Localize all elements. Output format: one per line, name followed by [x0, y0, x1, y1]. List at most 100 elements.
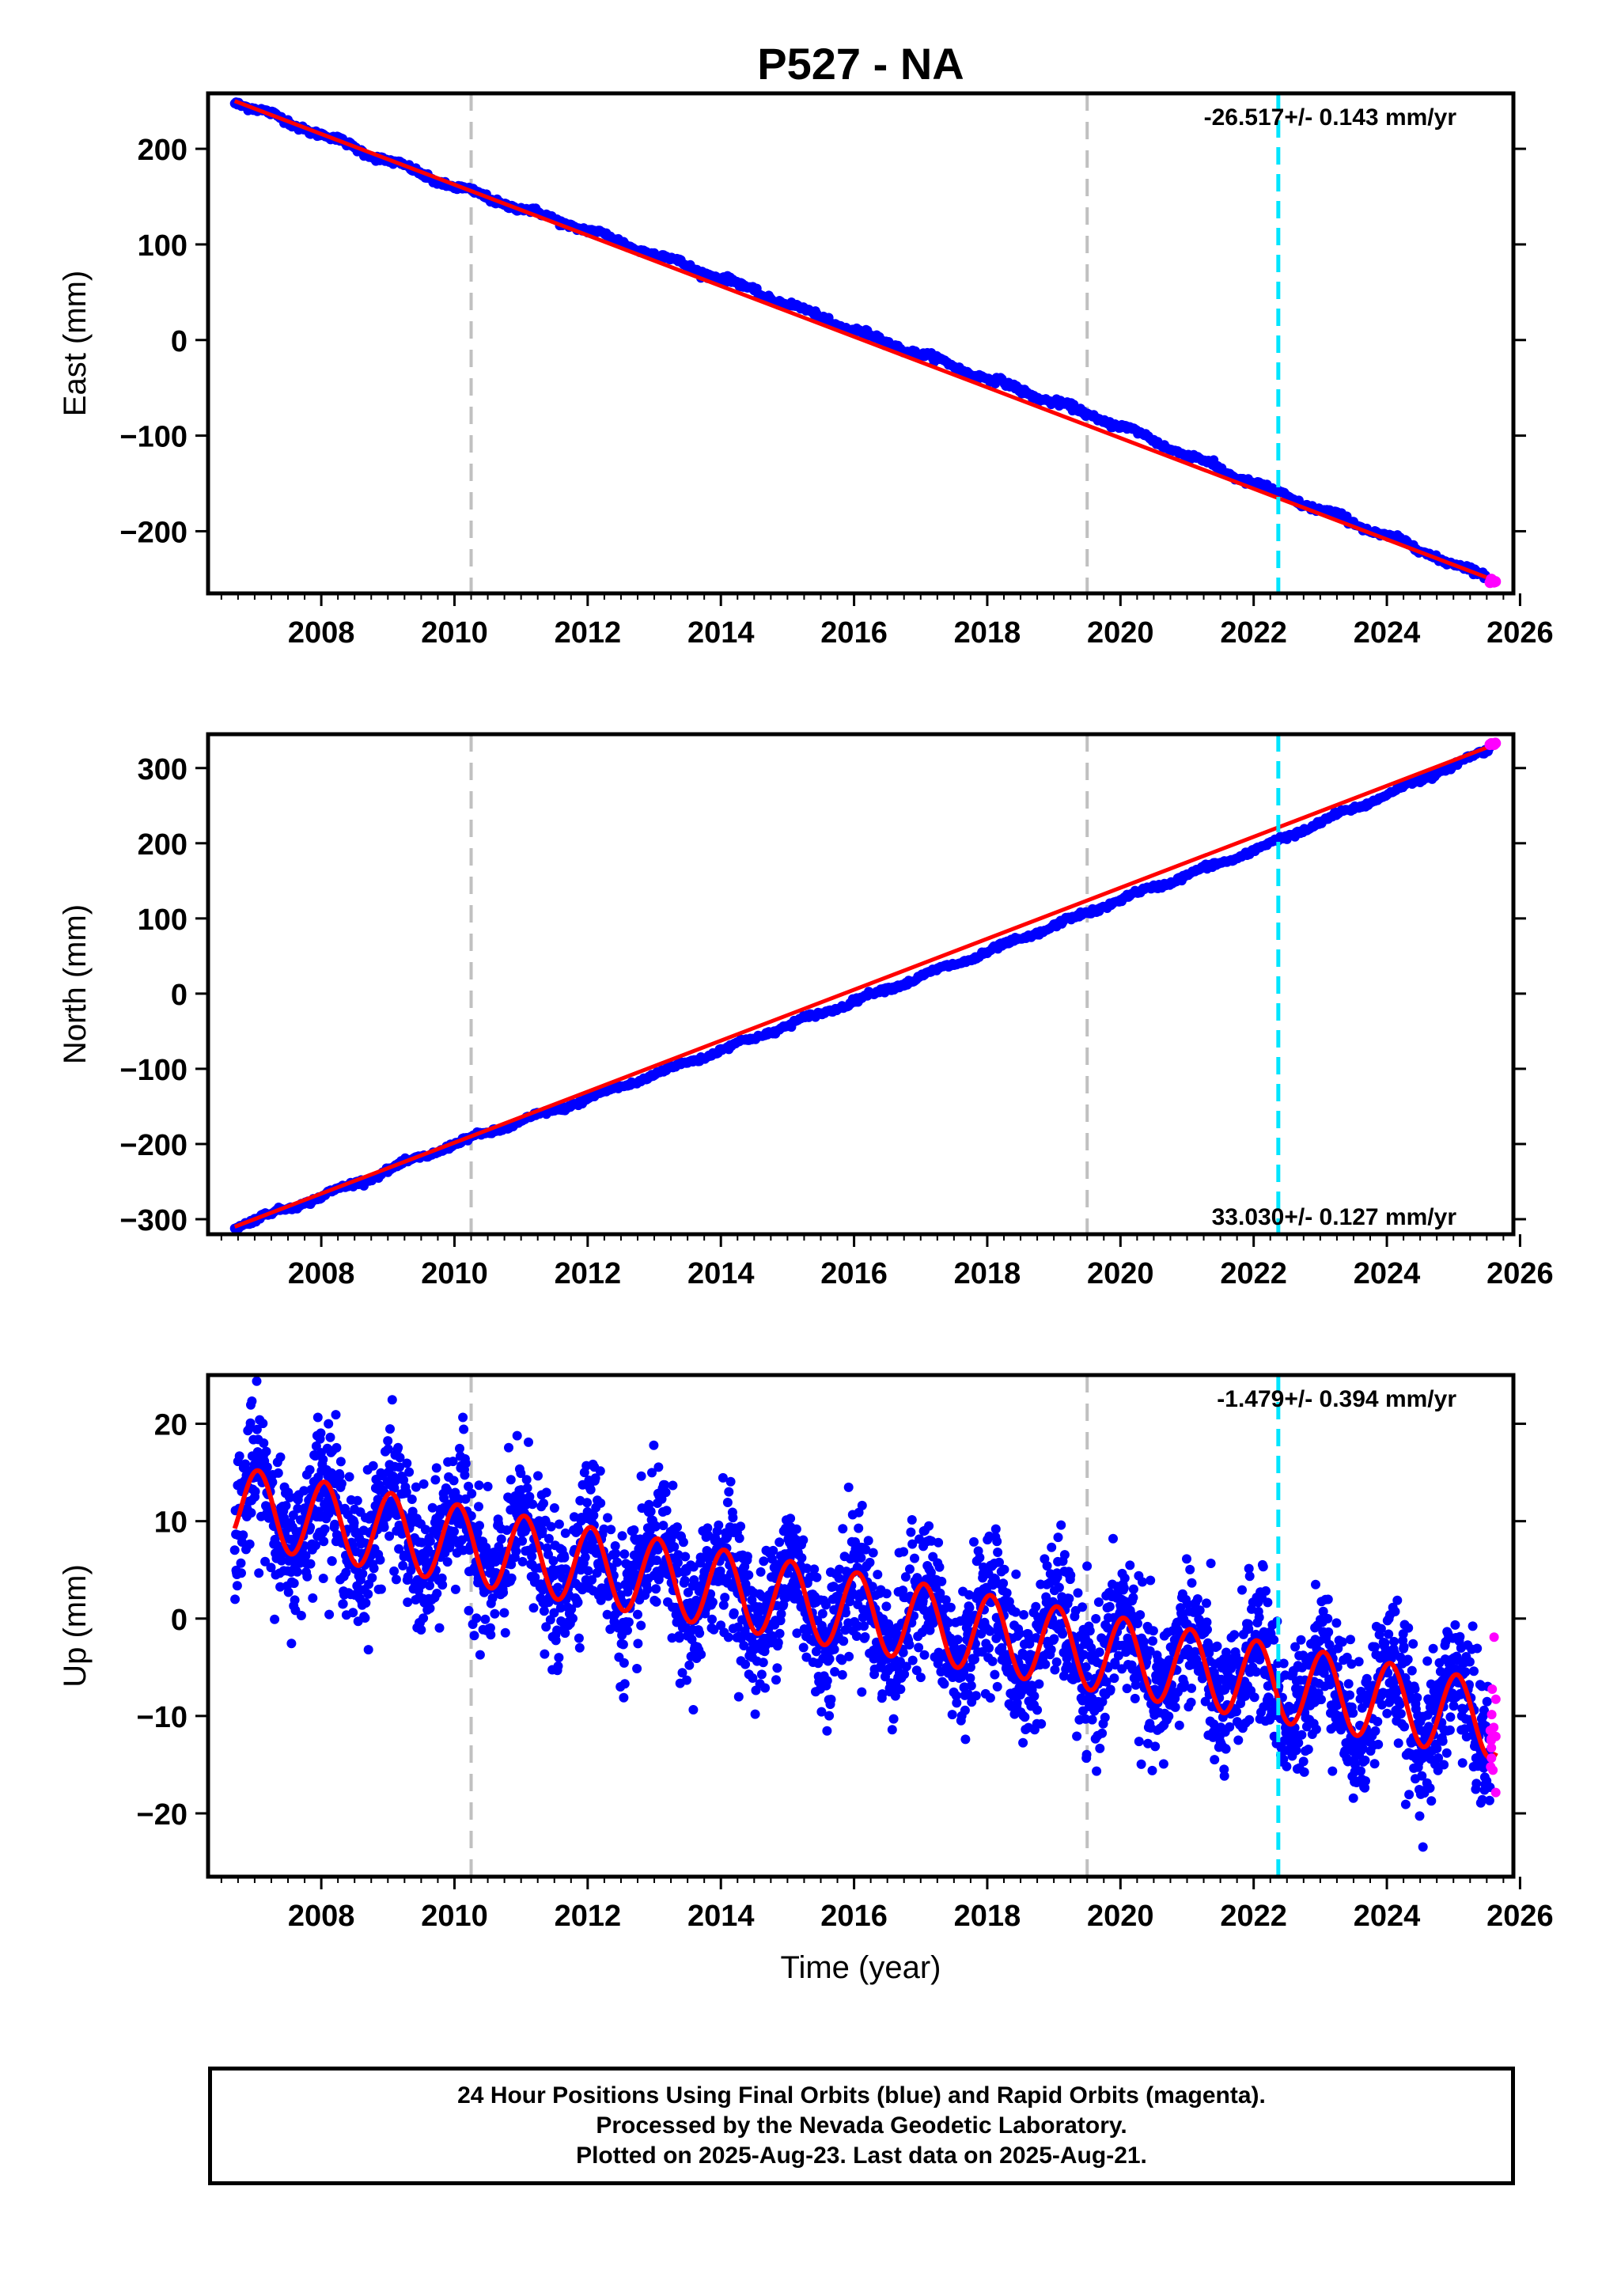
- up-final-point: [952, 1698, 962, 1708]
- up-final-point: [960, 1705, 970, 1715]
- up-final-point: [420, 1525, 430, 1535]
- up-final-point: [1133, 1619, 1142, 1628]
- up-final-point: [992, 1681, 1002, 1692]
- up-final-point: [1002, 1588, 1012, 1598]
- up-final-point: [801, 1652, 812, 1662]
- up-final-point: [728, 1513, 738, 1523]
- up-final-point: [718, 1600, 729, 1610]
- up-final-point: [696, 1650, 706, 1660]
- up-final-point: [1097, 1728, 1108, 1738]
- up-final-point: [984, 1643, 994, 1653]
- east-xtick-label: 2022: [1220, 616, 1287, 650]
- up-final-point: [376, 1584, 386, 1594]
- up-final-point: [824, 1711, 835, 1721]
- up-final-point: [1036, 1718, 1047, 1729]
- up-final-point: [618, 1639, 628, 1650]
- up-final-point: [360, 1613, 370, 1623]
- up-final-point: [1029, 1691, 1040, 1701]
- up-final-point: [259, 1438, 269, 1448]
- east-xtick-label: 2020: [1087, 616, 1154, 650]
- up-final-point: [541, 1622, 551, 1632]
- up-final-point: [460, 1494, 471, 1504]
- up-final-point: [398, 1560, 408, 1570]
- up-final-point: [1108, 1533, 1118, 1544]
- east-xtick-label: 2008: [288, 616, 355, 650]
- up-final-point: [573, 1597, 583, 1608]
- up-final-point: [742, 1552, 752, 1562]
- up-final-point: [258, 1419, 268, 1429]
- up-final-point: [650, 1521, 661, 1532]
- up-final-point: [245, 1418, 256, 1428]
- up-final-point: [273, 1468, 283, 1478]
- up-final-point: [759, 1556, 769, 1567]
- up-final-point: [1204, 1648, 1214, 1658]
- up-final-point: [1237, 1585, 1247, 1595]
- up-final-point: [437, 1573, 447, 1583]
- up-final-point: [1046, 1645, 1056, 1655]
- north-plot-area: [229, 734, 1502, 1234]
- up-final-point: [798, 1642, 809, 1653]
- panel-up: 2008 2010 2012 2014 2016 2018 2020 2022 2024 2026…: [58, 1373, 1554, 1985]
- up-final-point: [791, 1524, 801, 1534]
- up-final-point: [460, 1458, 471, 1468]
- up-final-point: [589, 1510, 599, 1521]
- up-final-point: [270, 1614, 280, 1624]
- up-final-point: [430, 1475, 441, 1485]
- up-final-point: [539, 1498, 548, 1509]
- east-xtick-label: 2012: [555, 616, 622, 650]
- up-final-point: [867, 1582, 877, 1592]
- up-final-point: [555, 1603, 566, 1613]
- east-rate-label: -26.517+/- 0.143 mm/yr: [1204, 104, 1457, 131]
- up-final-point: [549, 1608, 559, 1618]
- up-final-point: [1202, 1638, 1213, 1648]
- up-final-point: [778, 1600, 789, 1609]
- up-final-point: [559, 1552, 570, 1563]
- up-final-point: [1150, 1741, 1161, 1752]
- up-final-point: [695, 1628, 705, 1639]
- up-final-point: [590, 1473, 600, 1483]
- up-final-point: [1119, 1583, 1129, 1593]
- up-final-point: [722, 1498, 733, 1507]
- up-final-point: [688, 1705, 699, 1714]
- up-final-point: [383, 1436, 393, 1446]
- east-xtick-label: 2014: [687, 616, 755, 650]
- up-final-point: [560, 1528, 570, 1538]
- up-final-point: [1244, 1563, 1254, 1574]
- up-final-point: [792, 1628, 802, 1639]
- up-final-point: [1263, 1597, 1273, 1608]
- up-final-point: [522, 1483, 532, 1493]
- up-final-point: [857, 1500, 867, 1510]
- up-final-point: [1056, 1520, 1066, 1530]
- up-final-point: [653, 1544, 663, 1555]
- up-final-point: [1135, 1610, 1146, 1620]
- up-final-point: [610, 1541, 620, 1551]
- up-final-point: [1202, 1617, 1212, 1627]
- up-final-point: [250, 1487, 260, 1497]
- up-final-point: [1051, 1657, 1062, 1667]
- up-final-point: [483, 1481, 493, 1491]
- up-final-point: [768, 1545, 778, 1555]
- east-plot-frame: [206, 91, 1516, 596]
- up-final-point: [1148, 1626, 1158, 1636]
- up-final-point: [1073, 1588, 1083, 1598]
- up-final-point: [431, 1463, 441, 1473]
- up-final-point: [450, 1584, 460, 1594]
- up-final-point: [275, 1582, 286, 1592]
- up-final-point: [551, 1635, 561, 1646]
- up-final-point: [1147, 1765, 1157, 1775]
- up-final-point: [720, 1593, 730, 1603]
- up-final-point: [368, 1461, 378, 1471]
- up-final-point: [1081, 1662, 1091, 1672]
- up-final-point: [308, 1593, 318, 1603]
- up-final-point: [1128, 1593, 1138, 1603]
- up-final-point: [771, 1675, 781, 1685]
- up-final-point: [311, 1540, 320, 1551]
- up-final-point: [1179, 1678, 1189, 1688]
- up-final-point: [1226, 1663, 1237, 1673]
- up-final-point: [992, 1536, 1002, 1547]
- north-plot-content: [229, 734, 1502, 1234]
- up-final-point: [682, 1675, 691, 1685]
- up-final-point: [652, 1555, 662, 1566]
- up-final-point: [774, 1628, 785, 1639]
- up-final-point: [703, 1523, 713, 1533]
